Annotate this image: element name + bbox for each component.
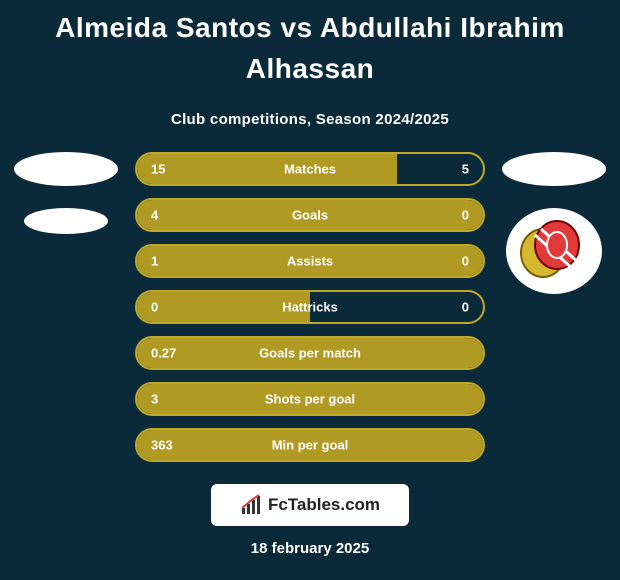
footer-brand-badge[interactable]: FcTables.com <box>211 484 409 526</box>
stat-left-value: 15 <box>151 162 165 177</box>
stat-fill <box>137 154 397 184</box>
player1-club-placeholder <box>24 208 108 234</box>
stat-row: 4 Goals 0 <box>135 198 485 232</box>
stat-label: Min per goal <box>272 438 349 453</box>
stat-row: 0.27 Goals per match <box>135 336 485 370</box>
stat-label: Goals per match <box>259 346 361 361</box>
stat-label: Assists <box>287 254 333 269</box>
stat-right-value: 0 <box>462 208 469 223</box>
right-player-col <box>499 152 609 294</box>
stat-row: 1 Assists 0 <box>135 244 485 278</box>
stat-left-value: 3 <box>151 392 158 407</box>
left-player-col <box>11 152 121 234</box>
stat-label: Matches <box>284 162 336 177</box>
comparison-content: 15 Matches 5 4 Goals 0 1 Assists 0 0 Hattricks 0 0.2… <box>0 152 620 462</box>
stats-column: 15 Matches 5 4 Goals 0 1 Assists 0 0 Hattricks 0 0.2… <box>135 152 485 462</box>
stat-right-value: 0 <box>462 300 469 315</box>
stat-left-value: 1 <box>151 254 158 269</box>
stat-row: 363 Min per goal <box>135 428 485 462</box>
footer-brand-text: FcTables.com <box>268 495 380 515</box>
stat-left-value: 363 <box>151 438 173 453</box>
stat-row: 3 Shots per goal <box>135 382 485 416</box>
club-crest-icon <box>515 215 593 287</box>
chart-icon <box>240 494 262 516</box>
season-subtitle: Club competitions, Season 2024/2025 <box>0 111 620 128</box>
stat-left-value: 4 <box>151 208 158 223</box>
stat-label: Goals <box>292 208 328 223</box>
stat-label: Shots per goal <box>265 392 355 407</box>
page-title: Almeida Santos vs Abdullahi Ibrahim Alha… <box>0 0 620 93</box>
stat-row: 15 Matches 5 <box>135 152 485 186</box>
stat-label: Hattricks <box>282 300 338 315</box>
footer-date: 18 february 2025 <box>0 540 620 557</box>
stat-right-value: 5 <box>462 162 469 177</box>
player2-placeholder <box>502 152 606 186</box>
stat-left-value: 0 <box>151 300 158 315</box>
stat-row: 0 Hattricks 0 <box>135 290 485 324</box>
stat-left-value: 0.27 <box>151 346 176 361</box>
player1-placeholder <box>14 152 118 186</box>
player2-club-badge <box>506 208 602 294</box>
stat-right-value: 0 <box>462 254 469 269</box>
